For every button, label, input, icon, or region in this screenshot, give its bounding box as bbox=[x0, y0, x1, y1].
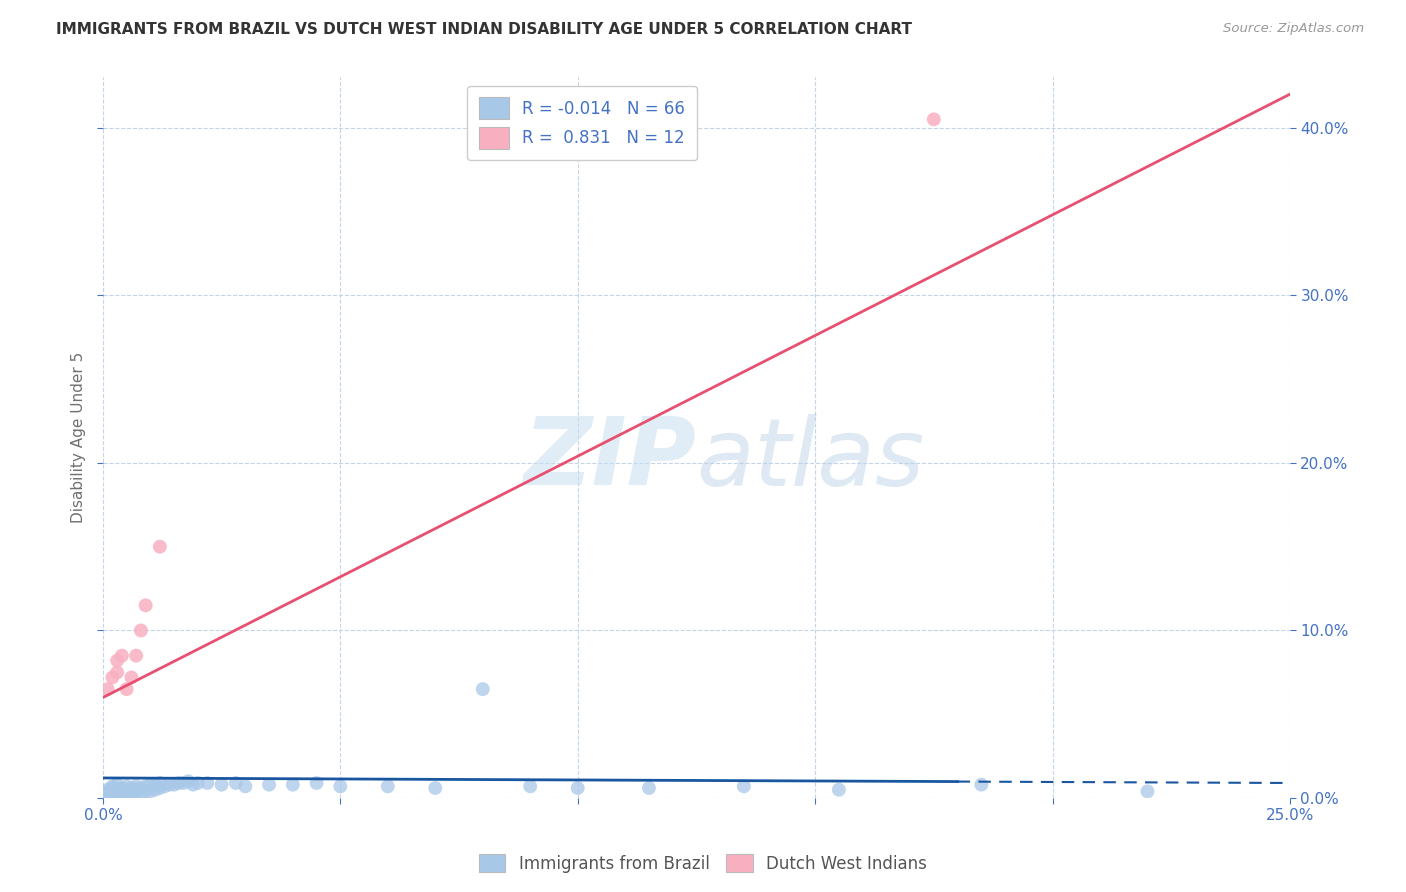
Point bbox=[97, 784, 120, 798]
Point bbox=[567, 780, 589, 795]
Point bbox=[115, 786, 138, 800]
Point bbox=[115, 682, 138, 697]
Point bbox=[177, 774, 200, 789]
Point bbox=[143, 782, 166, 797]
Point bbox=[377, 780, 399, 794]
Point bbox=[129, 624, 152, 638]
Point bbox=[173, 776, 195, 790]
Point bbox=[1136, 784, 1159, 798]
Point bbox=[153, 780, 176, 794]
Text: atlas: atlas bbox=[696, 414, 925, 505]
Point bbox=[101, 788, 124, 802]
Point bbox=[101, 789, 124, 804]
Point bbox=[519, 780, 541, 794]
Point bbox=[115, 788, 138, 802]
Point bbox=[125, 648, 148, 663]
Point bbox=[281, 778, 304, 792]
Point bbox=[101, 670, 124, 684]
Point bbox=[139, 778, 162, 792]
Point bbox=[101, 780, 124, 794]
Point bbox=[135, 784, 157, 798]
Point bbox=[105, 782, 128, 797]
Point bbox=[135, 780, 157, 794]
Point bbox=[149, 776, 172, 790]
Point bbox=[97, 786, 120, 800]
Point bbox=[305, 776, 328, 790]
Point bbox=[828, 782, 851, 797]
Point bbox=[101, 786, 124, 800]
Point bbox=[149, 780, 172, 795]
Point bbox=[922, 112, 945, 127]
Point bbox=[233, 780, 256, 794]
Point bbox=[638, 780, 661, 795]
Point bbox=[329, 780, 352, 794]
Point bbox=[120, 784, 142, 798]
Legend: R = -0.014   N = 66, R =  0.831   N = 12: R = -0.014 N = 66, R = 0.831 N = 12 bbox=[467, 86, 697, 161]
Point bbox=[105, 778, 128, 792]
Point bbox=[211, 778, 233, 792]
Point bbox=[149, 540, 172, 554]
Point bbox=[111, 786, 134, 800]
Point bbox=[425, 780, 447, 795]
Point bbox=[139, 784, 162, 798]
Point bbox=[97, 782, 120, 797]
Point bbox=[733, 780, 755, 794]
Point bbox=[181, 778, 204, 792]
Point bbox=[105, 665, 128, 680]
Point bbox=[111, 648, 134, 663]
Point bbox=[101, 780, 124, 795]
Text: Source: ZipAtlas.com: Source: ZipAtlas.com bbox=[1223, 22, 1364, 36]
Point bbox=[257, 778, 280, 792]
Text: ZIP: ZIP bbox=[523, 413, 696, 506]
Point bbox=[125, 786, 148, 800]
Point bbox=[97, 682, 120, 697]
Point bbox=[120, 780, 142, 795]
Point bbox=[111, 782, 134, 797]
Point bbox=[970, 778, 993, 792]
Point bbox=[157, 778, 180, 792]
Point bbox=[120, 788, 142, 802]
Point bbox=[129, 780, 152, 795]
Point bbox=[111, 780, 134, 795]
Point bbox=[101, 782, 124, 797]
Point bbox=[105, 788, 128, 802]
Point bbox=[143, 778, 166, 792]
Point bbox=[111, 789, 134, 804]
Point bbox=[163, 778, 186, 792]
Legend: Immigrants from Brazil, Dutch West Indians: Immigrants from Brazil, Dutch West India… bbox=[472, 847, 934, 880]
Text: IMMIGRANTS FROM BRAZIL VS DUTCH WEST INDIAN DISABILITY AGE UNDER 5 CORRELATION C: IMMIGRANTS FROM BRAZIL VS DUTCH WEST IND… bbox=[56, 22, 912, 37]
Point bbox=[97, 788, 120, 802]
Point bbox=[115, 782, 138, 797]
Point bbox=[125, 780, 148, 794]
Point bbox=[195, 776, 218, 790]
Point bbox=[120, 670, 142, 684]
Point bbox=[225, 776, 247, 790]
Point bbox=[167, 776, 190, 790]
Point bbox=[471, 682, 494, 697]
Point bbox=[105, 654, 128, 668]
Point bbox=[105, 784, 128, 798]
Y-axis label: Disability Age Under 5: Disability Age Under 5 bbox=[72, 352, 86, 524]
Point bbox=[129, 786, 152, 800]
Point bbox=[125, 782, 148, 797]
Point bbox=[105, 789, 128, 804]
Point bbox=[115, 780, 138, 794]
Point bbox=[187, 776, 209, 790]
Point bbox=[97, 789, 120, 804]
Point bbox=[135, 599, 157, 613]
